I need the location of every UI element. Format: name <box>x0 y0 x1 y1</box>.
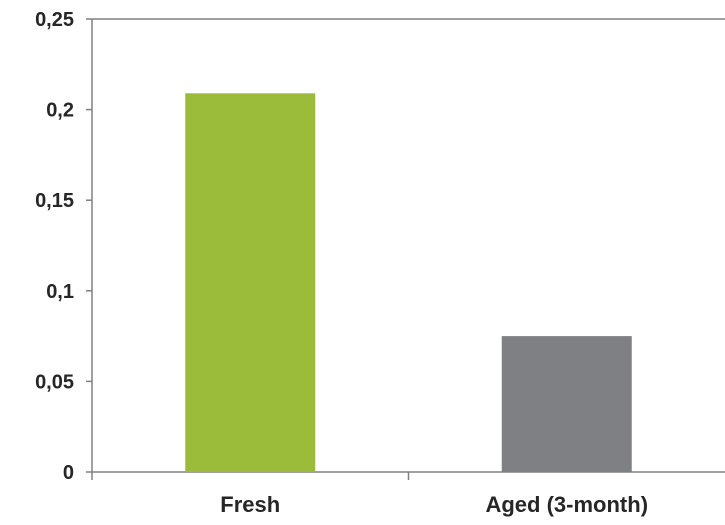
y-axis: 0 0,05 0,1 0,15 0,2 0,25 <box>35 9 92 484</box>
x-tick-label: Fresh <box>220 492 280 517</box>
x-tick-label: Aged (3-month) <box>485 492 648 517</box>
bars <box>185 93 632 473</box>
x-axis: Fresh Aged (3-month) <box>91 472 648 517</box>
y-tick-label: 0,2 <box>46 100 74 122</box>
y-tick-label: 0,05 <box>35 371 74 393</box>
y-tick-label: 0,15 <box>35 190 74 212</box>
y-tick-label: 0,1 <box>46 281 74 303</box>
bar-aged-3-month <box>501 336 632 472</box>
bar-fresh <box>185 93 316 473</box>
y-tick-label: 0,25 <box>35 9 74 31</box>
y-tick-label: 0 <box>63 462 74 484</box>
